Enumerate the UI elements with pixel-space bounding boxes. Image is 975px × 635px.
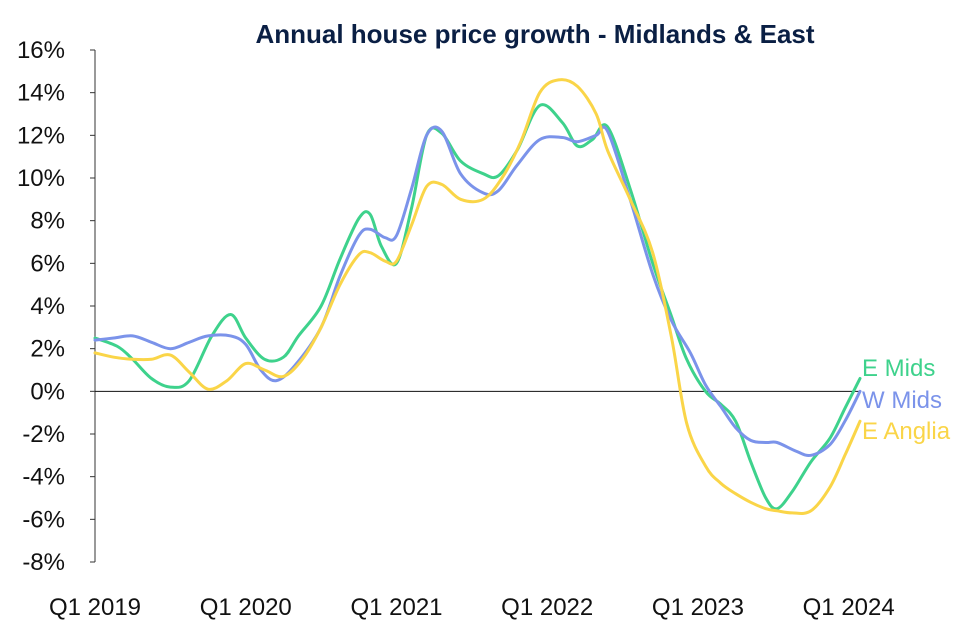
series-label-e-anglia: E Anglia <box>862 418 951 445</box>
y-tick-label: 12% <box>17 122 65 149</box>
y-tick-label: 14% <box>17 80 65 107</box>
y-tick-label: 4% <box>30 293 65 320</box>
x-tick-label: Q1 2022 <box>501 594 593 621</box>
series-line-e-mids <box>93 103 862 511</box>
series-label-w-mids: W Mids <box>862 387 942 414</box>
y-tick-label: -6% <box>22 506 65 533</box>
y-axis: 16% 14% 12% 10% 8% 6% 4% 2% 0% -2% -4% -6% -8% <box>17 37 96 576</box>
x-tick-label: Q1 2023 <box>652 594 744 621</box>
y-tick-label: 6% <box>30 250 65 277</box>
series-label-e-mids: E Mids <box>862 355 935 382</box>
x-tick-label: Q1 2021 <box>350 594 442 621</box>
x-tick-label: Q1 2020 <box>200 594 292 621</box>
series-lines <box>93 78 862 515</box>
series-line-e-anglia <box>93 78 862 515</box>
y-tick-label: -4% <box>22 464 65 491</box>
x-axis: Q1 2019 Q1 2020 Q1 2021 Q1 2022 Q1 2023 Q1 20… <box>49 390 895 621</box>
x-tick-label: Q1 2019 <box>49 594 141 621</box>
y-tick-label: 16% <box>17 37 65 64</box>
series-labels: E Mids W Mids E Anglia <box>862 355 951 445</box>
series-line-w-mids <box>93 125 862 458</box>
y-tick-label: -8% <box>22 549 65 576</box>
y-tick-label: 0% <box>30 378 65 405</box>
y-tick-label: -2% <box>22 421 65 448</box>
y-tick-label: 8% <box>30 208 65 235</box>
chart-title: Annual house price growth - Midlands & E… <box>255 19 814 49</box>
x-tick-label: Q1 2024 <box>803 594 895 621</box>
y-tick-label: 10% <box>17 165 65 192</box>
y-tick-label: 2% <box>30 336 65 363</box>
